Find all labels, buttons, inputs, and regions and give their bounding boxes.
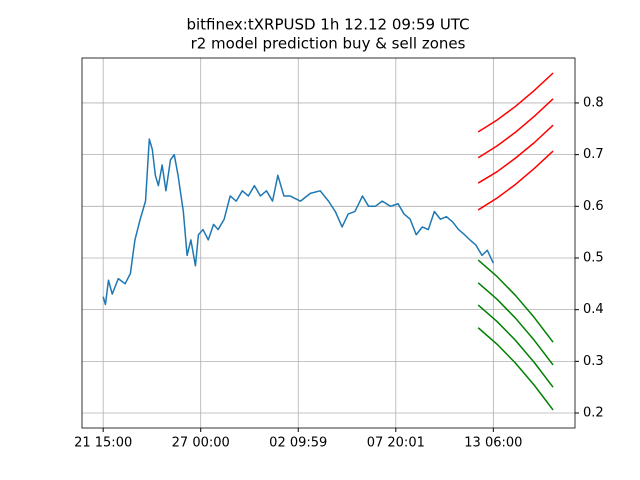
y-tick-label: 0.6 bbox=[583, 199, 604, 214]
x-tick-label: 07 20:01 bbox=[367, 436, 425, 451]
series-line bbox=[477, 304, 554, 388]
plot-frame bbox=[81, 57, 576, 429]
chart-subtitle: r2 model prediction buy & sell zones bbox=[191, 35, 466, 53]
series-line bbox=[477, 150, 554, 211]
series-line bbox=[477, 124, 554, 184]
x-tick-label: 02 09:59 bbox=[269, 436, 327, 451]
y-tick-label: 0.4 bbox=[583, 302, 604, 317]
series-line bbox=[477, 98, 554, 159]
x-tick-label: 27 00:00 bbox=[172, 436, 230, 451]
y-tick-label: 0.7 bbox=[583, 147, 604, 162]
y-tick-label: 0.2 bbox=[583, 406, 604, 421]
series-line bbox=[477, 282, 554, 366]
x-tick-label: 21 15:00 bbox=[74, 436, 132, 451]
series-line bbox=[102, 138, 495, 306]
y-tick-label: 0.5 bbox=[583, 250, 604, 265]
y-tick-label: 0.8 bbox=[583, 95, 604, 110]
series-line bbox=[477, 327, 554, 411]
x-tick-label: 13 06:00 bbox=[464, 436, 522, 451]
series-line bbox=[477, 72, 554, 133]
chart-title: bitfinex:tXRPUSD 1h 12.12 09:59 UTC bbox=[186, 16, 469, 34]
series-line bbox=[477, 259, 554, 343]
y-tick-label: 0.3 bbox=[583, 354, 604, 369]
